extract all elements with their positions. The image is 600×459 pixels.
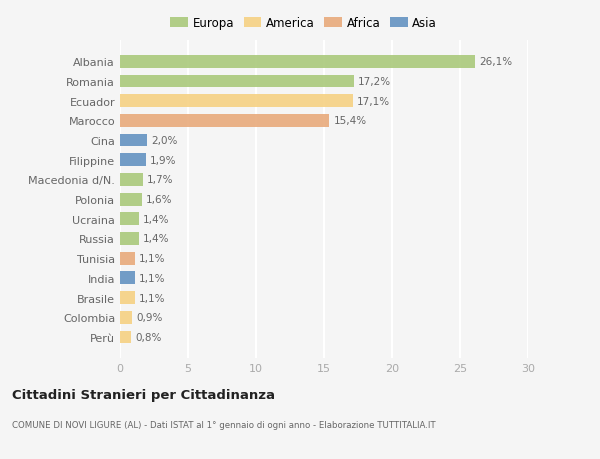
Bar [120, 252, 135, 265]
Bar [120, 193, 142, 206]
Text: 1,4%: 1,4% [143, 234, 170, 244]
Text: 1,4%: 1,4% [143, 214, 170, 224]
Bar [120, 115, 329, 128]
Text: 2,0%: 2,0% [151, 136, 178, 146]
Text: 0,9%: 0,9% [136, 313, 163, 323]
Text: 1,6%: 1,6% [146, 195, 172, 205]
Bar [120, 56, 475, 68]
Text: 15,4%: 15,4% [334, 116, 367, 126]
Bar [120, 233, 139, 246]
Bar [120, 331, 131, 344]
Bar [120, 75, 354, 88]
Bar [120, 154, 146, 167]
Bar [120, 213, 139, 226]
Bar [120, 134, 147, 147]
Text: Cittadini Stranieri per Cittadinanza: Cittadini Stranieri per Cittadinanza [12, 388, 275, 401]
Text: 26,1%: 26,1% [479, 57, 512, 67]
Bar [120, 95, 353, 108]
Text: COMUNE DI NOVI LIGURE (AL) - Dati ISTAT al 1° gennaio di ogni anno - Elaborazion: COMUNE DI NOVI LIGURE (AL) - Dati ISTAT … [12, 420, 436, 429]
Text: 1,1%: 1,1% [139, 293, 166, 303]
Text: 1,9%: 1,9% [150, 155, 176, 165]
Text: 0,8%: 0,8% [135, 332, 161, 342]
Bar [120, 272, 135, 285]
Text: 17,2%: 17,2% [358, 77, 391, 87]
Text: 17,1%: 17,1% [356, 96, 390, 106]
Bar [120, 174, 143, 186]
Text: 1,1%: 1,1% [139, 273, 166, 283]
Bar [120, 291, 135, 304]
Bar [120, 311, 132, 324]
Text: 1,7%: 1,7% [147, 175, 174, 185]
Text: 1,1%: 1,1% [139, 254, 166, 263]
Legend: Europa, America, Africa, Asia: Europa, America, Africa, Asia [168, 15, 439, 32]
